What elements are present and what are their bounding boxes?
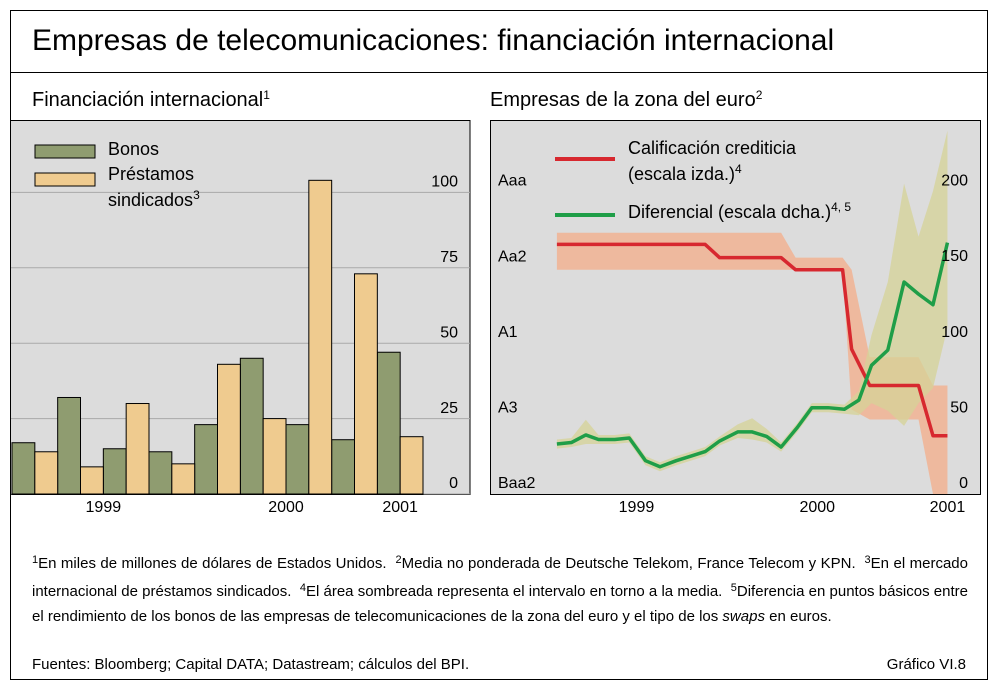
panel-title-text: Empresas de la zona del euro xyxy=(490,89,756,111)
y2-tick-label: 200 xyxy=(941,172,968,189)
bar xyxy=(308,179,333,495)
note-ref: 4, 5 xyxy=(831,200,852,214)
note-text: Media no ponderada de Deutsche Telekom, … xyxy=(401,555,856,572)
note-text: en euros. xyxy=(764,608,832,625)
bar xyxy=(80,466,104,495)
y2-tick-label: 100 xyxy=(941,324,968,341)
y-tick-label: 50 xyxy=(440,324,458,341)
x-tick-label: 2000 xyxy=(268,499,304,516)
x-tick-label: 2001 xyxy=(930,499,966,516)
bar xyxy=(217,363,241,495)
bar xyxy=(262,418,287,495)
y-tick-label: 75 xyxy=(440,249,458,266)
bar xyxy=(125,403,150,495)
legend-text: Bonos xyxy=(108,139,160,159)
x-tick-label: 1999 xyxy=(86,499,122,516)
note-text: En el mercado internacional de préstamos… xyxy=(32,555,968,600)
bar xyxy=(11,442,36,495)
bar xyxy=(34,451,59,495)
note-ref: 2 xyxy=(755,88,763,102)
note-ref: 1 xyxy=(263,88,270,102)
note-marker: 3 xyxy=(864,554,871,566)
y-tick-label: Aaa xyxy=(498,173,527,190)
x-tick-label: 2000 xyxy=(799,499,835,516)
bar xyxy=(148,451,173,495)
bar xyxy=(285,424,310,495)
bar xyxy=(57,396,82,495)
y-tick-label: 0 xyxy=(449,475,458,492)
bar xyxy=(399,436,424,495)
note-marker: 5 xyxy=(730,582,737,594)
y-tick-label: Aa2 xyxy=(498,248,527,265)
note-text: El área sombreada representa el interval… xyxy=(305,583,723,600)
y2-tick-label: 50 xyxy=(950,400,968,417)
x-tick-label: 1999 xyxy=(619,499,655,516)
y-tick-label: 25 xyxy=(440,400,458,417)
note-text: Diferencia en puntos básicos entre el re… xyxy=(32,583,968,625)
bar xyxy=(194,424,219,495)
note-ref: 3 xyxy=(193,188,200,202)
legend-label: Bonos xyxy=(108,139,159,160)
legend-label: Préstamos sindicados3 xyxy=(108,164,218,211)
legend-label: Calificación crediticia (escala izda.)4 xyxy=(628,138,828,185)
y-tick-label: 100 xyxy=(431,174,458,191)
y-tick-label: A3 xyxy=(498,400,518,417)
panel-title: Empresas de la zona del euro2 xyxy=(490,88,762,112)
legend-text: Diferencial (escala dcha.) xyxy=(628,202,832,222)
figure-label: Gráfico VI.8 xyxy=(886,656,966,673)
bar xyxy=(239,357,264,495)
panel-title: Financiación internacional1 xyxy=(32,88,270,112)
sources: Fuentes: Bloomberg; Capital DATA; Datast… xyxy=(32,656,470,673)
note-marker: 1 xyxy=(32,554,39,566)
legend-text: Calificación crediticia (escala izda.) xyxy=(628,138,797,184)
y-tick-label: A1 xyxy=(498,324,518,341)
bar xyxy=(331,439,355,495)
plot-border xyxy=(490,120,981,495)
note-marker: 2 xyxy=(395,554,402,566)
y-tick-label: Baa2 xyxy=(498,475,535,492)
note-text: swaps xyxy=(722,608,765,625)
x-tick-label: 2001 xyxy=(382,499,418,516)
range-band xyxy=(556,232,948,495)
footnotes: 1En miles de millones de dólares de Esta… xyxy=(32,548,968,629)
legend-swatch xyxy=(34,172,96,187)
bar xyxy=(171,463,196,495)
note-text: En miles de millones de dólares de Estad… xyxy=(38,555,387,572)
note-marker: 4 xyxy=(299,582,306,594)
series-line xyxy=(556,242,950,469)
figure-title: Empresas de telecomunicaciones: financia… xyxy=(32,24,835,57)
series-line xyxy=(556,242,948,438)
legend-swatch xyxy=(34,144,96,159)
bar xyxy=(376,351,401,495)
y2-tick-label: 150 xyxy=(941,248,968,265)
y2-tick-label: 0 xyxy=(959,475,968,492)
panel-title-text: Financiación internacional xyxy=(32,89,264,111)
note-ref: 4 xyxy=(735,162,742,176)
bar xyxy=(102,448,127,495)
legend-label: Diferencial (escala dcha.)4, 5 xyxy=(628,197,958,223)
bar xyxy=(354,273,378,495)
legend-text: Préstamos sindicados xyxy=(108,164,195,210)
